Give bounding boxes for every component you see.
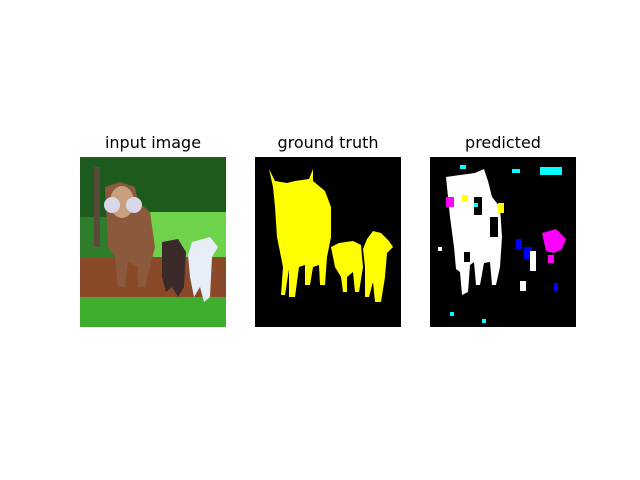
ground-truth-title: ground truth [277, 133, 379, 152]
input-image-panel [80, 157, 226, 327]
predicted-title: predicted [465, 133, 541, 152]
predicted-mask [430, 157, 576, 327]
ground-truth-panel [255, 157, 401, 327]
input-image-title: input image [104, 133, 202, 152]
input-image [80, 157, 226, 327]
predicted-panel [430, 157, 576, 327]
ground-truth-mask [255, 157, 401, 327]
